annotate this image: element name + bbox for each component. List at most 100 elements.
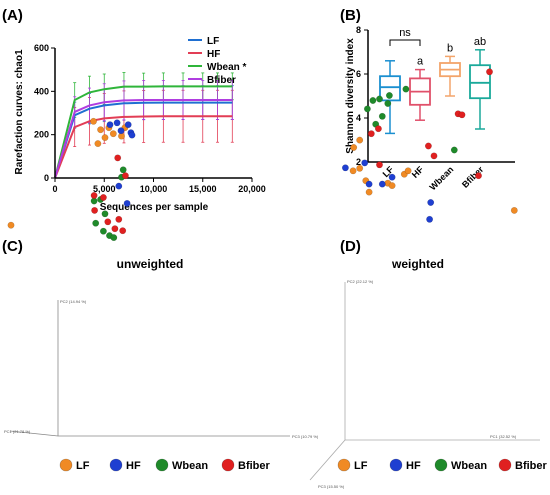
pcoa-point-wbean [369,97,377,104]
pcoa-legend-marker [109,458,123,472]
pcoa-point-bfiber [374,125,382,133]
pcoa-point-bfiber [115,215,123,223]
pcoa-point-bfiber [424,142,432,150]
pcoa-point-bfiber [376,161,383,169]
pcoa-point-hf [361,159,369,167]
pcoa-point-hf [365,180,373,188]
pcoa-point-lf [365,188,373,196]
pc3-axis-d [309,439,346,481]
pcoa-point-hf [124,121,132,129]
pcoa-point-hf [117,127,125,135]
rarefaction-series-line [54,85,233,179]
rarefaction-y-tick-label: 0 [44,173,49,183]
shannon-x-tick-label: HF [410,164,426,180]
pcoa-legend-marker [434,458,448,472]
pcoa-legend-label: LF [76,460,90,472]
pcoa-legend-label: HF [126,460,141,472]
box-iqr [379,75,401,102]
legend-label: HF [207,49,220,60]
pcoa-point-hf [115,182,123,190]
pcoa-point-lf [349,167,357,175]
pcoa-legend-label: Wbean [451,460,487,472]
rarefaction-x-tick-label: 20,000 [238,184,266,194]
pcoa-point-bfiber [91,206,99,214]
shannon-x-tick-label: Bfiber [460,164,486,190]
pcoa-point-bfiber [475,172,482,180]
panel-label-d: (D) [340,238,361,255]
pcoa-legend-label: HF [406,460,421,472]
pcoa-unweighted: unweighted PC2 (14.94 %) PC1 (21.78 %) P… [4,117,319,472]
pcoa-point-wbean [402,85,410,93]
pcoa-point-bfiber [458,111,466,119]
pcoa-point-wbean [99,227,107,235]
pcoa-point-wbean [450,146,458,154]
pcoa-point-hf [123,199,131,207]
pcoa-point-wbean [376,95,383,103]
legend-label: LF [207,36,219,47]
pcoa-point-wbean [92,219,100,227]
rarefaction-y-tick-label: 200 [34,130,49,140]
pcoa-point-lf [101,134,109,142]
pcoa-point-wbean [119,166,127,174]
pcoa-point-wbean [101,210,109,218]
pc2-label-c: PC2 (14.94 %) [60,299,87,304]
shannon-y-tick-label: 4 [356,113,361,123]
panel-label-c: (C) [2,238,23,255]
pcoa-point-hf [378,180,386,188]
pcoa-point-bfiber [99,194,107,201]
pcoa-point-lf [356,164,364,172]
rarefaction-chart: Rarefaction curves: chao1 Sequences per … [14,36,266,213]
pcoa-point-hf [113,119,121,127]
shannon-y-axis-title: Shannon diversity index [345,38,356,154]
pcoa-point-lf [97,126,105,134]
pcoa-point-lf [356,136,364,144]
pcoa-point-bfiber [114,154,122,162]
rarefaction-series-line [54,99,233,179]
ns-annotation: ns [399,27,411,39]
pcoa-point-lf [109,130,117,138]
legend-label: Wbean * [207,62,247,73]
pc2-label-d: PC2 (22.12 %) [347,279,374,284]
pcoa-point-lf [350,144,358,151]
pcoa-point-wbean [384,100,392,107]
pcoa-legend-label: Bfiber [515,460,548,472]
pc1-label-d: PC1 (32.52 %) [490,434,517,439]
pcoa-unweighted-title: unweighted [117,257,184,271]
rarefaction-y-tick-label: 600 [34,43,49,53]
pcoa-point-hf [427,199,435,206]
pcoa-point-bfiber [486,68,493,76]
pcoa-weighted: weighted PC2 (22.12 %) PC1 (32.52 %) PC3… [309,68,548,489]
rarefaction-x-tick-label: 10,000 [140,184,168,194]
pcoa-point-bfiber [111,225,119,233]
pcoa-legend-marker [337,458,351,472]
rarefaction-y-axis-title: Rarefaction curves: chao1 [14,49,25,174]
pcoa-point-lf [90,117,97,125]
pcoa-point-hf [426,215,434,223]
pcoa-point-bfiber [104,218,112,226]
pcoa-point-hf [106,121,114,129]
pcoa-point-lf [94,140,102,148]
shannon-y-tick-label: 8 [356,25,361,35]
pc1-axis-c [9,430,59,437]
box-iqr [469,64,491,100]
pcoa-point-bfiber [367,130,375,138]
rarefaction-x-axis-title: Sequences per sample [100,202,209,213]
pcoa-point-bfiber [121,172,129,180]
legend-label: Bfiber [207,75,236,86]
shannon-y-tick-label: 6 [356,69,361,79]
shannon-x-tick-label: Wbean [427,164,455,192]
pcoa-point-bfiber [119,227,127,235]
pc3-label-c: PC3 (10.79 %) [292,434,319,439]
rarefaction-x-tick-label: 5,000 [93,184,116,194]
pcoa-point-wbean [110,234,118,242]
rarefaction-series-line [54,101,233,179]
rarefaction-x-tick-label: 15,000 [189,184,217,194]
rarefaction-x-tick-label: 0 [52,184,57,194]
box-significance-label: a [417,56,424,68]
pcoa-point-hf [128,131,136,139]
pcoa-legend-marker [59,458,73,472]
pcoa-legend-label: LF [354,460,368,472]
pcoa-legend-label: Bfiber [238,460,271,472]
pcoa-point-lf [510,206,518,214]
